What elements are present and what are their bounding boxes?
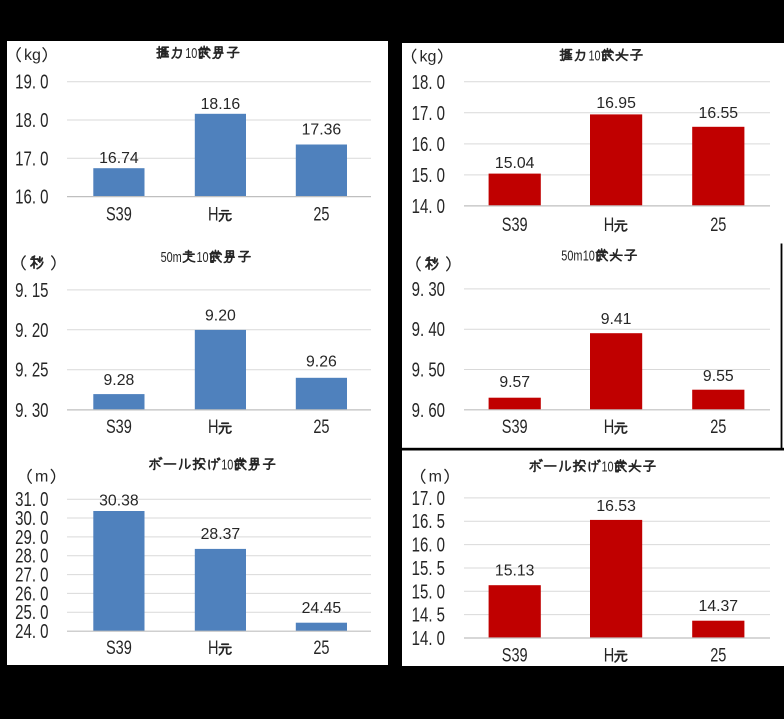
- svg-text:9. 20: 9. 20: [15, 319, 48, 342]
- svg-text:9. 30: 9. 30: [15, 399, 48, 422]
- svg-text:19. 0: 19. 0: [15, 71, 48, 94]
- svg-text:17. 0: 17. 0: [15, 147, 48, 170]
- svg-text:S39: S39: [502, 415, 528, 438]
- svg-text:9.20: 9.20: [205, 308, 236, 325]
- svg-text:9. 30: 9. 30: [412, 278, 445, 301]
- svg-text:15. 0: 15. 0: [412, 164, 445, 187]
- svg-text:14. 5: 14. 5: [412, 603, 445, 626]
- svg-text:17. 0: 17. 0: [412, 102, 445, 125]
- svg-text:9. 15: 9. 15: [15, 279, 48, 302]
- svg-text:18. 0: 18. 0: [412, 71, 445, 94]
- svg-text:15.13: 15.13: [495, 563, 535, 580]
- svg-text:9. 40: 9. 40: [412, 318, 445, 341]
- svg-text:10: 10: [221, 456, 233, 473]
- svg-text:m: m: [35, 469, 48, 486]
- svg-text:H: H: [604, 643, 614, 666]
- svg-text:10: 10: [602, 458, 614, 475]
- svg-text:9.57: 9.57: [499, 374, 530, 391]
- svg-text:15. 5: 15. 5: [412, 557, 445, 580]
- svg-text:S39: S39: [502, 643, 528, 666]
- svg-text:H: H: [208, 636, 218, 659]
- svg-text:17.36: 17.36: [302, 122, 342, 139]
- svg-text:10: 10: [185, 44, 197, 61]
- svg-text:25: 25: [313, 636, 329, 659]
- svg-text:14.37: 14.37: [699, 598, 739, 615]
- svg-text:9. 60: 9. 60: [412, 399, 445, 422]
- svg-text:30.38: 30.38: [99, 492, 139, 509]
- svg-text:25: 25: [710, 213, 726, 236]
- svg-text:25: 25: [710, 643, 726, 666]
- svg-text:27. 0: 27. 0: [15, 563, 48, 586]
- svg-text:16. 0: 16. 0: [412, 133, 445, 156]
- svg-text:24.45: 24.45: [302, 600, 342, 617]
- svg-text:18. 0: 18. 0: [15, 109, 48, 132]
- svg-text:18.16: 18.16: [201, 96, 241, 113]
- svg-text:H: H: [604, 213, 614, 236]
- svg-text:kg: kg: [420, 48, 437, 65]
- svg-text:H: H: [208, 415, 218, 438]
- svg-text:H: H: [604, 415, 614, 438]
- svg-text:16.74: 16.74: [99, 150, 139, 167]
- svg-text:26. 0: 26. 0: [15, 582, 48, 605]
- svg-text:16.95: 16.95: [596, 95, 636, 112]
- svg-text:9.55: 9.55: [703, 368, 734, 385]
- svg-text:10: 10: [197, 248, 209, 265]
- svg-text:50m: 50m: [161, 248, 182, 265]
- svg-text:15. 0: 15. 0: [412, 580, 445, 603]
- svg-text:9. 50: 9. 50: [412, 358, 445, 381]
- svg-text:30. 0: 30. 0: [15, 507, 48, 530]
- svg-text:25: 25: [710, 415, 726, 438]
- svg-text:9.26: 9.26: [306, 354, 337, 371]
- svg-text:25. 0: 25. 0: [15, 601, 48, 624]
- svg-text:16.55: 16.55: [699, 105, 739, 122]
- svg-text:9. 25: 9. 25: [15, 359, 48, 382]
- svg-text:16. 5: 16. 5: [412, 510, 445, 533]
- svg-text:m: m: [429, 469, 442, 486]
- svg-text:15.04: 15.04: [495, 155, 535, 172]
- svg-text:50m: 50m: [561, 247, 582, 264]
- svg-text:kg: kg: [24, 47, 41, 64]
- svg-text:14. 0: 14. 0: [412, 195, 445, 218]
- svg-text:16. 0: 16. 0: [412, 533, 445, 556]
- svg-text:31. 0: 31. 0: [15, 488, 48, 511]
- svg-text:17. 0: 17. 0: [412, 487, 445, 510]
- svg-text:10: 10: [583, 247, 595, 264]
- svg-text:25: 25: [313, 202, 329, 225]
- svg-text:10: 10: [589, 47, 601, 64]
- svg-text:S39: S39: [106, 636, 132, 659]
- svg-text:28.37: 28.37: [201, 526, 241, 543]
- svg-text:25: 25: [313, 415, 329, 438]
- svg-text:9.28: 9.28: [104, 372, 135, 389]
- svg-text:9.41: 9.41: [601, 311, 632, 328]
- svg-text:16. 0: 16. 0: [15, 185, 48, 208]
- svg-text:H: H: [208, 202, 218, 225]
- svg-text:16.53: 16.53: [596, 498, 636, 515]
- svg-text:24. 0: 24. 0: [15, 620, 48, 643]
- svg-text:S39: S39: [106, 415, 132, 438]
- svg-text:28. 0: 28. 0: [15, 545, 48, 568]
- svg-text:S39: S39: [502, 213, 528, 236]
- svg-text:S39: S39: [106, 202, 132, 225]
- svg-text:14. 0: 14. 0: [412, 627, 445, 650]
- svg-text:29. 0: 29. 0: [15, 526, 48, 549]
